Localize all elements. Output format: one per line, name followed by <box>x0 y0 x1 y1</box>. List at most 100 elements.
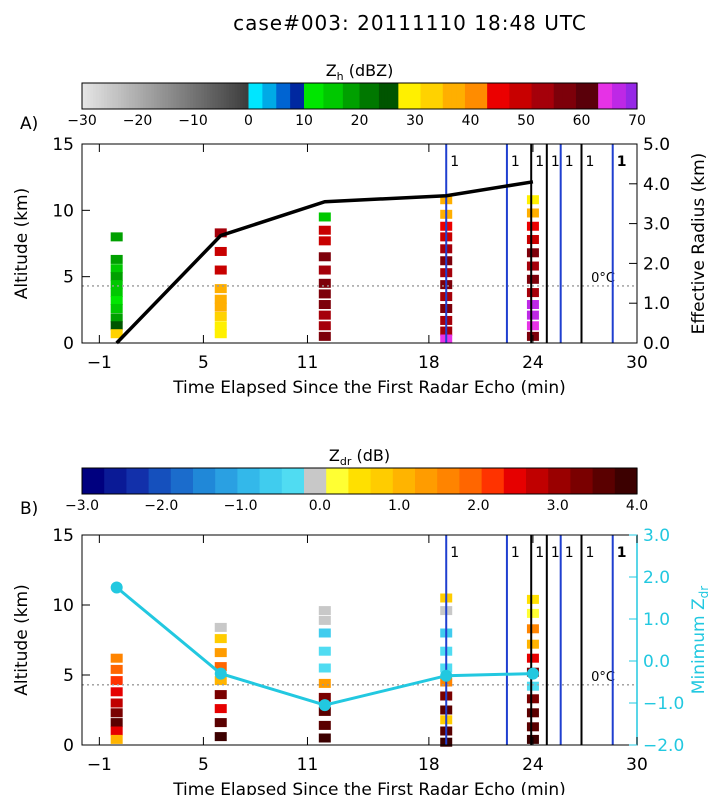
colorbar-tick-label: 40 <box>462 113 480 129</box>
x-tick-label: 5 <box>198 755 209 775</box>
colorbar-tick-label: 0 <box>244 113 253 129</box>
colorbar-segment <box>234 83 238 109</box>
colorbar-segment <box>195 83 200 109</box>
colorbar-segment <box>476 83 480 109</box>
profile-cell <box>526 208 539 218</box>
profile-cell <box>526 608 539 618</box>
colorbar-segment <box>240 83 244 109</box>
colorbar-segment <box>226 83 230 109</box>
colorbar-segment <box>312 83 316 109</box>
colorbar-segment <box>587 83 591 109</box>
colorbar-segment <box>556 83 560 109</box>
y2-tick-label: 0.0 <box>643 334 670 354</box>
colorbar-segment <box>542 83 547 109</box>
colorbar-segment <box>625 83 630 109</box>
profile-cell <box>214 622 227 632</box>
colorbar-segment <box>334 83 338 109</box>
colorbar-segment <box>201 83 205 109</box>
profile-cell <box>526 681 539 691</box>
lightning-count-label: 1 <box>617 545 627 561</box>
x-tick-label: 30 <box>626 755 648 775</box>
melting-level-label: 0°C <box>591 670 615 685</box>
profile-cell <box>526 261 539 271</box>
profile-cell <box>318 663 331 673</box>
x-tick-label: 18 <box>418 755 440 775</box>
colorbar-tick-label: −1.0 <box>224 498 258 514</box>
profile-cell <box>526 221 539 231</box>
profile-cell <box>110 708 123 718</box>
colorbar-segment <box>415 468 438 494</box>
colorbar-segment <box>270 83 275 109</box>
colorbar-tick-label: −3.0 <box>65 498 99 514</box>
colorbar-segment <box>514 83 519 109</box>
colorbar-segment <box>326 468 349 494</box>
colorbar-segment <box>259 468 283 494</box>
colorbar-segment <box>348 83 352 109</box>
y2-tick-label: 0.0 <box>643 652 670 672</box>
colorbar-segment <box>417 83 422 109</box>
colorbar-segment <box>193 468 216 494</box>
colorbar-label: Zdr (dB) <box>329 446 390 468</box>
colorbar-segment <box>101 83 105 109</box>
profile-cell <box>318 300 331 310</box>
colorbar-segment <box>348 468 372 494</box>
colorbar-segment <box>279 83 283 109</box>
colorbar-segment <box>603 83 608 109</box>
y-tick-label: 15 <box>52 526 74 546</box>
colorbar-segment <box>328 83 333 109</box>
colorbar-tick-label: −10 <box>178 113 208 129</box>
colorbar-segment <box>501 83 505 109</box>
profile-cell <box>214 648 227 658</box>
colorbar-segment <box>392 83 397 109</box>
colorbar-segment <box>84 83 89 109</box>
colorbar-segment <box>473 83 477 109</box>
profile-cell <box>214 732 227 742</box>
colorbar-segment <box>564 83 569 109</box>
profile-cell <box>214 265 227 275</box>
colorbar-segment <box>367 83 372 109</box>
colorbar-segment <box>87 83 91 109</box>
profile-cell <box>318 606 331 616</box>
profile-cell <box>110 687 123 697</box>
colorbar-segment <box>326 83 330 109</box>
y-tick-label: 10 <box>52 201 74 221</box>
colorbar-tick-label: −30 <box>67 113 97 129</box>
profile-cell <box>214 718 227 728</box>
colorbar-segment <box>118 83 122 109</box>
colorbar-segment <box>298 83 302 109</box>
colorbar-segment <box>359 83 363 109</box>
colorbar-segment <box>628 83 633 109</box>
lightning-count-label: 1 <box>565 154 574 170</box>
profile-cell <box>526 639 539 649</box>
profile-cell <box>526 274 539 284</box>
colorbar-segment <box>123 83 127 109</box>
colorbar: −30 −20 −10 0 10 20 30 40 50 60 70 Zh (dBZ) <box>67 61 646 129</box>
colorbar-segment <box>581 83 585 109</box>
colorbar-segment <box>170 83 175 109</box>
colorbar-tick-label: 0.0 <box>309 498 331 514</box>
colorbar-segment <box>489 83 494 109</box>
y-tick-label: 15 <box>52 135 74 155</box>
profile-cell <box>526 248 539 258</box>
profile-cell <box>318 321 331 331</box>
profile-cell <box>318 289 331 299</box>
colorbar-segment <box>206 83 211 109</box>
colorbar-segment <box>398 83 402 109</box>
colorbar-segment <box>512 83 516 109</box>
y2-axis-label: Minimum Zdr <box>689 586 711 694</box>
colorbar-segment <box>459 83 463 109</box>
lightning-count-label: 1 <box>617 154 627 170</box>
colorbar-segment <box>273 83 277 109</box>
colorbar-segment <box>162 83 166 109</box>
profile-cell <box>110 321 123 331</box>
profile-cell <box>214 294 227 304</box>
profile-cell <box>214 690 227 700</box>
colorbar-segment <box>575 83 580 109</box>
colorbar-tick-label: 20 <box>351 113 369 129</box>
colorbar-segment <box>553 83 558 109</box>
y-tick-label: 5 <box>63 666 74 686</box>
colorbar-segment <box>570 468 594 494</box>
profile-cell <box>214 321 227 331</box>
